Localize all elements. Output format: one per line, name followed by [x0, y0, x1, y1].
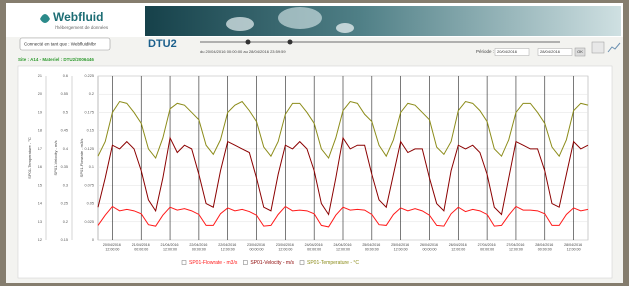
page-title: DTU2 — [148, 38, 177, 50]
y-tick-label: 0.125 — [84, 147, 94, 151]
date-to-text: 28/04/2016 — [540, 49, 561, 54]
legend-checkbox[interactable] — [182, 261, 186, 265]
y-tick-label: 0.3 — [63, 183, 68, 187]
y-tick-label: 0.5 — [63, 110, 68, 114]
y-axis-title: SP01-Temperature - °C — [27, 137, 32, 179]
bubble — [336, 23, 354, 33]
x-tick-label: 27/04/2016 12:00:00 — [506, 243, 525, 252]
x-tick-label: 22/04/2016 12:00:00 — [218, 243, 237, 252]
ok-text: OK — [577, 49, 583, 54]
y-tick-label: 0.05 — [87, 202, 94, 206]
slider-handle[interactable] — [246, 40, 251, 45]
x-tick-label: 24/04/2016 12:00:00 — [334, 243, 353, 252]
site: Site : A14 - Materiel : DTU2/2006446 — [18, 57, 94, 62]
period-label: Période : — [476, 49, 494, 54]
y-tick-label: 12 — [38, 238, 42, 242]
x-tick-label: 27/04/2016 00:00:00 — [478, 243, 497, 252]
x-tick-label: 24/04/2016 00:00:00 — [305, 243, 324, 252]
y-tick-label: 0.1 — [89, 165, 94, 169]
y-axis-title: SP01-Flowrate - m3/s — [79, 139, 84, 178]
y-tick-label: 0.2 — [63, 220, 68, 224]
screen: Webfluid l'hébergement de données Connec… — [0, 0, 629, 286]
y-tick-label: 0.175 — [84, 110, 94, 114]
y-tick-label: 0.225 — [84, 74, 94, 78]
y-tick-label: 21 — [38, 74, 42, 78]
y-tick-label: 13 — [38, 220, 42, 224]
y-axis-title: SP01-Velocity - m/s — [53, 141, 58, 176]
bubble — [278, 7, 322, 29]
y-tick-label: 18 — [38, 129, 42, 133]
x-tick-label: 25/04/2016 00:00:00 — [362, 243, 381, 252]
x-tick-label: 21/04/2016 00:00:00 — [132, 243, 151, 252]
x-tick-label: 23/04/2016 00:00:00 — [247, 243, 266, 252]
legend-checkbox[interactable] — [243, 261, 247, 265]
y-tick-label: 15 — [38, 183, 42, 187]
x-tick-label: 23/04/2016 12:00:00 — [276, 243, 295, 252]
y-tick-label: 16 — [38, 165, 42, 169]
legend-label: SP01-Velocity - m/s — [250, 260, 294, 266]
y-tick-label: 0.15 — [87, 129, 94, 133]
x-tick-label: 28/04/2016 00:00:00 — [535, 243, 554, 252]
y-tick-label: 0.45 — [61, 129, 68, 133]
date-from-text: 20/04/2016 — [497, 49, 518, 54]
y-tick-label: 17 — [38, 147, 42, 151]
tagline: l'hébergement de données — [55, 25, 109, 30]
y-tick-label: 0.35 — [61, 165, 68, 169]
y-tick-label: 0.25 — [61, 202, 68, 206]
y-tick-label: 19 — [38, 110, 42, 114]
y-tick-label: 0.55 — [61, 92, 68, 96]
table-icon[interactable] — [592, 42, 604, 53]
legend-label: SP01-Flowrate - m3/s — [189, 260, 238, 266]
x-tick-label: 28/04/2016 12:00:00 — [564, 243, 583, 252]
y-tick-label: 14 — [38, 202, 42, 206]
banner — [145, 6, 621, 36]
x-tick-label: 26/04/2016 12:00:00 — [449, 243, 468, 252]
date-range: du 20/04/2016 00:00:00 au 28/04/2016 23:… — [200, 49, 286, 54]
y-tick-label: 0.15 — [61, 238, 68, 242]
y-tick-label: 0.6 — [63, 74, 68, 78]
user: Connecté en tant que : WebfluidMbr — [24, 42, 96, 47]
logo: Webfluid — [53, 10, 103, 24]
y-tick-label: 0.025 — [84, 220, 94, 224]
slider-handle[interactable] — [288, 40, 293, 45]
y-tick-label: 20 — [38, 92, 42, 96]
y-tick-label: 0 — [92, 238, 94, 242]
legend-label: SP01-Temperature - °C — [307, 260, 359, 266]
x-tick-label: 26/04/2016 00:00:00 — [420, 243, 439, 252]
x-tick-label: 20/04/2016 12:00:00 — [103, 243, 122, 252]
x-tick-label: 21/04/2016 12:00:00 — [161, 243, 180, 252]
x-tick-label: 22/04/2016 00:00:00 — [189, 243, 208, 252]
page: Webfluid l'hébergement de données Connec… — [0, 0, 629, 286]
y-tick-label: 0.4 — [63, 147, 68, 151]
legend-checkbox[interactable] — [300, 261, 304, 265]
bubble — [226, 17, 254, 31]
y-tick-label: 0.075 — [84, 183, 94, 187]
x-tick-label: 25/04/2016 12:00:00 — [391, 243, 410, 252]
y-tick-label: 0.2 — [89, 92, 94, 96]
chart: 12 13 14 15 16 17 18 19 20 21 SP01-Temperature - °… — [27, 74, 588, 266]
